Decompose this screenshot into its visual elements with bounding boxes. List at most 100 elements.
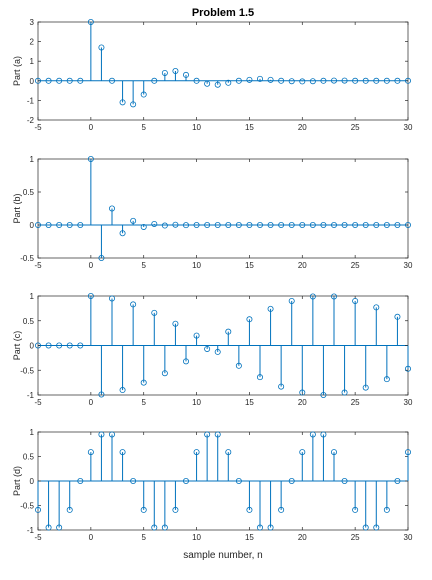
stem-marker	[225, 79, 232, 86]
stem-marker	[87, 18, 94, 25]
x-tick-label: -5	[34, 123, 42, 132]
y-tick-label: 1	[30, 292, 35, 301]
stem-marker	[109, 77, 116, 84]
stem-marker	[77, 221, 84, 228]
stem-marker	[299, 78, 306, 85]
stem-marker	[225, 328, 232, 335]
x-tick-label: 15	[245, 261, 254, 270]
stem-marker	[151, 524, 158, 531]
stem-marker	[109, 431, 116, 438]
axes-box	[37, 158, 409, 259]
y-tick-label: 0.5	[23, 317, 35, 326]
y-axis-label: Part (d)	[12, 466, 22, 496]
stem-marker	[309, 78, 316, 85]
stem-marker	[404, 221, 411, 228]
stem-marker	[214, 348, 221, 355]
x-tick-label: 20	[298, 533, 307, 542]
stem-marker	[109, 295, 116, 302]
stem-marker	[267, 221, 274, 228]
stem-marker	[87, 449, 94, 456]
stem-marker	[288, 477, 295, 484]
stem-marker	[193, 221, 200, 228]
stem-marker	[66, 221, 73, 228]
stem-marker	[45, 342, 52, 349]
stem-marker	[404, 365, 411, 372]
stem-marker	[35, 77, 42, 84]
stem-marker	[330, 221, 337, 228]
stem-marker	[182, 358, 189, 365]
stem-marker	[193, 449, 200, 456]
stem-marker	[341, 77, 348, 84]
stem-marker	[288, 221, 295, 228]
subplot-4: -5 0 5 10 15 20 25 30 -1 -0.5 0 0.5 1 Part (d)	[12, 428, 413, 542]
stem-marker	[87, 155, 94, 162]
y-tick-label: -1	[27, 96, 35, 105]
x-tick-label: -5	[34, 261, 42, 270]
stem-marker	[109, 205, 116, 212]
stem-marker	[182, 477, 189, 484]
stem-marker	[204, 221, 211, 228]
stem-marker	[130, 217, 137, 224]
stem-marker	[362, 524, 369, 531]
stem-marker	[256, 221, 263, 228]
stem-marker	[140, 91, 147, 98]
stem-marker	[383, 77, 390, 84]
y-tick-label: 0.5	[23, 188, 35, 197]
y-tick-label: 3	[30, 18, 35, 27]
y-tick-label: 1	[30, 155, 35, 164]
stem-marker	[56, 77, 63, 84]
stem-marker	[172, 320, 179, 327]
stem-marker	[172, 506, 179, 513]
stem-marker	[193, 77, 200, 84]
stem-marker	[362, 221, 369, 228]
stem-marker	[246, 221, 253, 228]
y-tick-label: -1	[27, 526, 35, 535]
stem-marker	[383, 221, 390, 228]
x-tick-label: 0	[89, 533, 94, 542]
x-tick-label: 15	[245, 398, 254, 407]
stem-marker	[246, 316, 253, 323]
x-tick-label: 5	[141, 261, 146, 270]
stem-marker	[119, 449, 126, 456]
stem-marker	[373, 524, 380, 531]
stem-marker	[352, 506, 359, 513]
stem-marker	[341, 221, 348, 228]
stem-marker	[45, 524, 52, 531]
y-tick-label: -0.5	[20, 254, 34, 263]
stem-marker	[119, 99, 126, 106]
stem-marker	[299, 389, 306, 396]
stem-marker	[130, 477, 137, 484]
stem-marker	[87, 292, 94, 299]
stem-marker	[45, 221, 52, 228]
y-tick-label: -0.5	[20, 502, 34, 511]
stem-marker	[98, 391, 105, 398]
stem-marker	[309, 431, 316, 438]
x-tick-label: 0	[89, 123, 94, 132]
stem-marker	[320, 77, 327, 84]
x-tick-label: 5	[141, 398, 146, 407]
stem-marker	[362, 384, 369, 391]
stem-marker	[267, 524, 274, 531]
stem-marker	[161, 370, 168, 377]
stem-marker	[235, 477, 242, 484]
figure-title: Problem 1.5	[192, 7, 254, 19]
stem-marker	[373, 77, 380, 84]
stem-marker	[66, 506, 73, 513]
y-tick-label: 2	[30, 38, 35, 47]
stem-marker	[299, 449, 306, 456]
stem-marker	[151, 220, 158, 227]
stem-marker	[172, 68, 179, 75]
x-tick-label: 25	[351, 123, 360, 132]
stem-marker	[267, 76, 274, 83]
stem-marker	[225, 449, 232, 456]
stem-marker	[383, 506, 390, 513]
stem-marker	[204, 431, 211, 438]
x-tick-label: 15	[245, 533, 254, 542]
x-tick-label: 25	[351, 398, 360, 407]
x-tick-label: 10	[192, 261, 201, 270]
y-tick-label: -2	[27, 116, 35, 125]
y-tick-label: 0	[30, 77, 35, 86]
y-tick-label: 0.5	[23, 453, 35, 462]
x-tick-label: 0	[89, 261, 94, 270]
